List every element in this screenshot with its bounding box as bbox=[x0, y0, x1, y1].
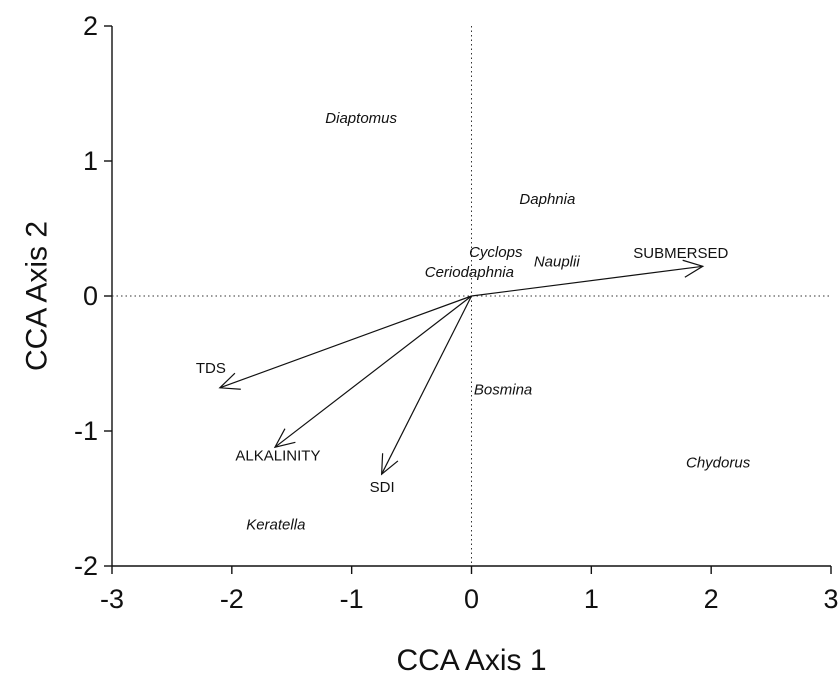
vector-label: ALKALINITY bbox=[235, 448, 320, 465]
arrowhead-icon bbox=[380, 453, 399, 476]
y-axis-title: CCA Axis 2 bbox=[21, 221, 54, 371]
vector-tds: TDS bbox=[196, 295, 472, 390]
arrowhead-icon bbox=[218, 372, 241, 390]
vector-label: SDI bbox=[370, 479, 395, 496]
vector-shaft bbox=[219, 295, 472, 389]
species-daphnia: Daphnia bbox=[519, 191, 575, 208]
vector-sdi: SDI bbox=[370, 295, 473, 496]
species-labels: Diaptomus Daphnia Cyclops Nauplii Ceriodaphn… bbox=[246, 110, 750, 533]
vector-shaft bbox=[274, 295, 472, 448]
vector-label: TDS bbox=[196, 360, 226, 377]
x-tick-label: -1 bbox=[340, 584, 364, 614]
species-cyclops: Cyclops bbox=[469, 244, 523, 261]
species-bosmina: Bosmina bbox=[474, 382, 532, 399]
species-nauplii: Nauplii bbox=[534, 253, 581, 270]
vector-shaft bbox=[381, 295, 473, 475]
species-keratella: Keratella bbox=[246, 517, 305, 534]
x-tick-label: -3 bbox=[100, 584, 124, 614]
vector-submersed: SUBMERSED bbox=[471, 245, 728, 297]
y-tick-label: 0 bbox=[83, 281, 98, 311]
vector-label: SUBMERSED bbox=[633, 245, 728, 262]
x-tick-label: 1 bbox=[584, 584, 599, 614]
y-tick-label: -2 bbox=[74, 551, 98, 581]
x-tick-label: 2 bbox=[704, 584, 719, 614]
y-tick-label: 1 bbox=[83, 146, 98, 176]
vector-alkalinity: ALKALINITY bbox=[235, 295, 472, 465]
x-tick-label: -2 bbox=[220, 584, 244, 614]
y-tick-label: 2 bbox=[83, 11, 98, 41]
x-tick-label: 0 bbox=[464, 584, 479, 614]
vector-shaft bbox=[471, 265, 703, 297]
arrowhead-icon bbox=[273, 428, 296, 449]
y-tick-label: -1 bbox=[74, 416, 98, 446]
environmental-vectors: SUBMERSED TDS ALKALINITY SDI bbox=[196, 245, 729, 496]
x-tick-label: 3 bbox=[823, 584, 838, 614]
species-diaptomus: Diaptomus bbox=[325, 110, 397, 127]
species-chydorus: Chydorus bbox=[686, 454, 751, 471]
x-axis-title: CCA Axis 1 bbox=[396, 644, 546, 677]
species-ceriodaphnia: Ceriodaphnia bbox=[425, 264, 514, 281]
arrowhead-icon bbox=[682, 259, 705, 278]
